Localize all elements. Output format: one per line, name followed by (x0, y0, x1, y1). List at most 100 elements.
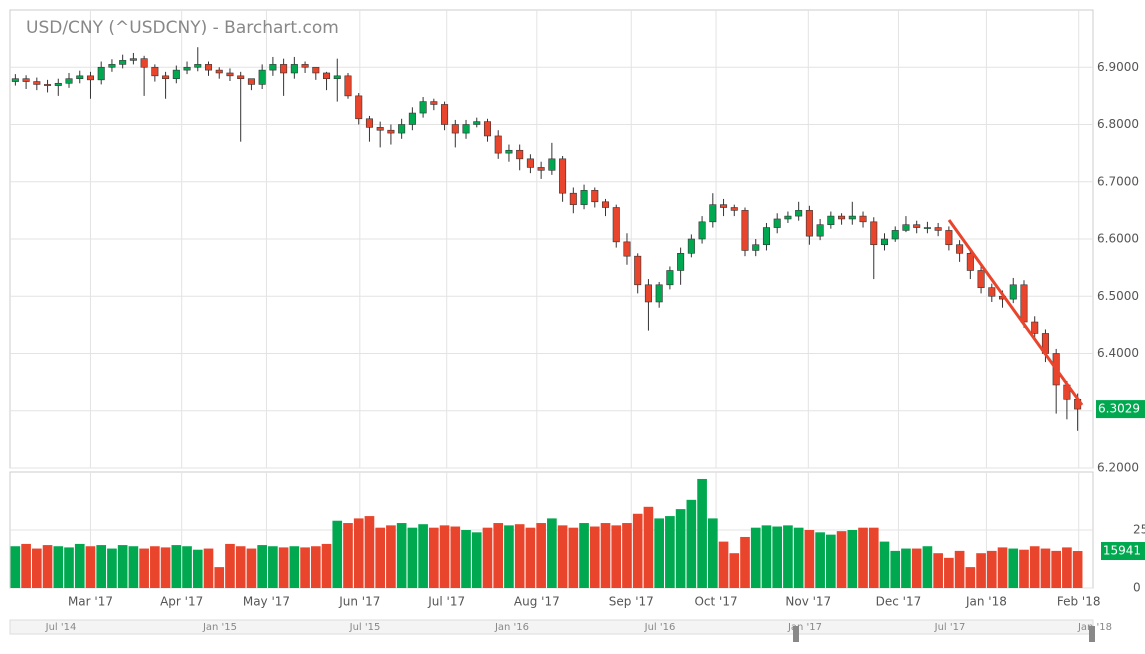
candle-body (419, 101, 427, 114)
candle-body (977, 270, 985, 288)
volume-bar (74, 543, 85, 588)
navigator[interactable] (9, 619, 1094, 635)
volume-bar (911, 548, 922, 588)
candle-body (365, 118, 373, 128)
volume-bar (225, 543, 235, 588)
volume-bar (150, 546, 160, 588)
candle-body (301, 64, 309, 68)
x-tick-label: Nov '17 (785, 595, 831, 609)
x-tick-label: May '17 (243, 595, 290, 609)
candle-body (119, 60, 127, 65)
candle-body (805, 210, 813, 237)
candle-body (591, 190, 599, 203)
candle-body (183, 66, 191, 71)
volume-bar (42, 545, 53, 588)
volume-bar (53, 546, 64, 588)
volume-bar (922, 546, 933, 588)
candle-body (988, 287, 996, 297)
candle-body (258, 69, 266, 85)
volume-bar (1062, 547, 1072, 588)
volume-bar (1008, 548, 1019, 588)
candle-body (913, 224, 921, 228)
volume-bar (611, 525, 622, 588)
candle-body (473, 121, 481, 125)
candle-body (934, 227, 942, 231)
navigator-label: Jan '15 (202, 622, 237, 633)
candle-body (612, 207, 620, 243)
candle-body (816, 224, 824, 237)
last-price-box (1096, 400, 1145, 419)
volume-bar (386, 525, 396, 588)
volume-bar (965, 567, 976, 588)
volume-bar (847, 530, 858, 588)
candle-body (795, 210, 803, 217)
volume-bar (1072, 551, 1083, 588)
navigator-label: Jul '17 (934, 622, 966, 633)
volume-bar (482, 527, 493, 588)
volume-bar (622, 523, 632, 588)
candle-body (441, 104, 449, 125)
volume-bar (804, 530, 815, 588)
volume-bar (858, 527, 868, 588)
candle-body (601, 201, 610, 208)
candle-body (752, 244, 760, 251)
volume-bar (654, 518, 664, 588)
volume-bar (21, 543, 31, 588)
candle-body (1009, 284, 1017, 300)
volume-bar (632, 513, 643, 588)
candle-body (451, 124, 459, 134)
candle-body (848, 215, 856, 220)
candle-body (687, 238, 695, 254)
candle-body (344, 75, 352, 97)
volume-bar (418, 524, 428, 588)
volume-bar (901, 548, 911, 588)
candle-body (11, 78, 19, 82)
candle-body (773, 218, 781, 228)
volume-bar (128, 546, 139, 588)
volume-bar (96, 545, 107, 588)
candle-body (548, 158, 556, 171)
volume-bar (203, 548, 214, 588)
volume-bar (439, 525, 450, 588)
volume-bar (1029, 546, 1040, 588)
volume-bar (310, 546, 321, 588)
volume-bar (718, 541, 729, 588)
candle-body (323, 72, 331, 79)
candle-body (902, 224, 910, 231)
volume-bar (364, 516, 375, 588)
candle-body (945, 230, 953, 246)
navigator-handle[interactable] (1089, 626, 1095, 642)
candle-body (580, 190, 588, 205)
candle-body (398, 124, 406, 134)
candle-body (237, 75, 245, 80)
candle-body (784, 215, 792, 220)
volume-bar (396, 523, 407, 588)
x-tick-label: Jul '17 (427, 595, 465, 609)
volume-bar (933, 553, 943, 588)
volume-bar (815, 532, 825, 588)
volume-bar (793, 527, 804, 588)
candle-body (698, 221, 706, 240)
navigator-handle[interactable] (793, 626, 799, 642)
candle-body (709, 204, 717, 223)
candle-body (859, 215, 867, 223)
navigator-label: Jul '15 (349, 622, 381, 633)
volume-bar (740, 536, 750, 588)
volume-bar (557, 525, 568, 588)
y-tick-label: 6.6000 (1097, 232, 1139, 246)
candle-body (559, 158, 567, 194)
candle-body (430, 101, 438, 105)
volume-bar (868, 527, 879, 588)
chart-title: USD/CNY (^USDCNY) - Barchart.com (26, 18, 339, 38)
trend-line[interactable] (947, 219, 1084, 406)
x-tick-label: Feb '18 (1057, 595, 1101, 609)
volume-bar (10, 546, 21, 588)
volume-bar (85, 546, 96, 588)
volume-bar (504, 525, 514, 588)
volume-bar (589, 526, 600, 588)
volume-bar (836, 531, 847, 588)
grid: 6.20006.30006.40006.50006.60006.70006.80… (10, 10, 1145, 609)
volume-bar (665, 516, 675, 588)
volume-bar (697, 478, 707, 588)
